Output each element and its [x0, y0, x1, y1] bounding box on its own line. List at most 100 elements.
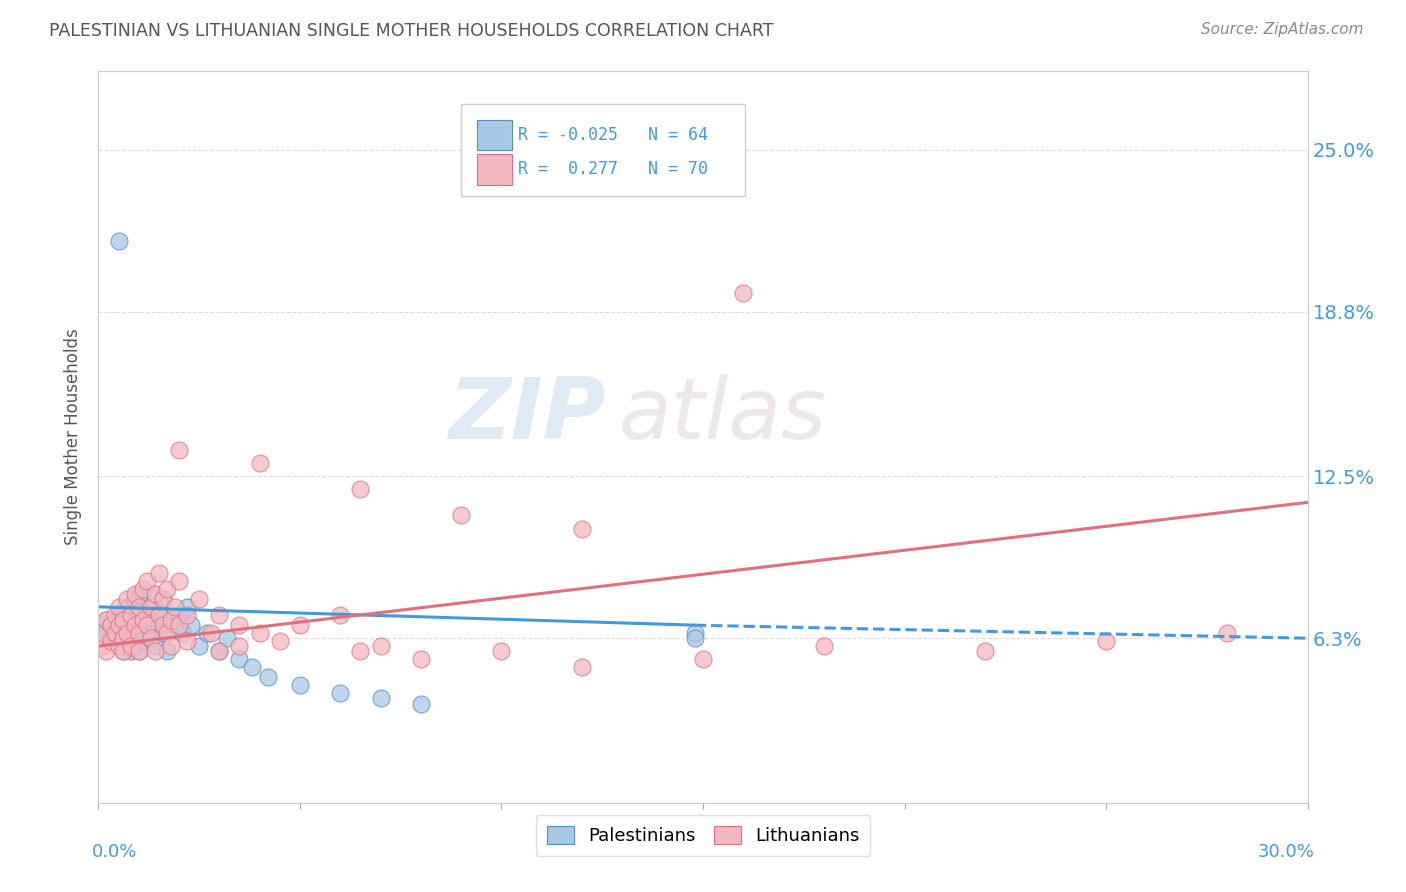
Point	[135, 607, 157, 622]
Point	[91, 639, 114, 653]
Y-axis label: Single Mother Households: Single Mother Households	[65, 329, 83, 545]
Point	[143, 639, 166, 653]
Point	[571, 521, 593, 535]
Point	[188, 592, 211, 607]
Point	[163, 599, 186, 614]
Point	[111, 632, 134, 646]
Point	[217, 632, 239, 646]
Point	[450, 508, 472, 523]
Legend: Palestinians, Lithuanians: Palestinians, Lithuanians	[536, 815, 870, 856]
Point	[692, 652, 714, 666]
Point	[683, 626, 706, 640]
Point	[124, 639, 146, 653]
Point	[370, 691, 392, 706]
Point	[111, 618, 134, 632]
Point	[160, 639, 183, 653]
Point	[107, 234, 129, 248]
Point	[139, 599, 162, 614]
Point	[128, 605, 150, 619]
Point	[139, 599, 162, 614]
Point	[128, 618, 150, 632]
Point	[249, 626, 271, 640]
Point	[115, 613, 138, 627]
Point	[240, 660, 263, 674]
Point	[139, 632, 162, 646]
Point	[228, 618, 250, 632]
Point	[103, 607, 125, 622]
Point	[135, 618, 157, 632]
Point	[100, 632, 122, 646]
Point	[111, 632, 134, 646]
Point	[269, 633, 291, 648]
Point	[208, 644, 231, 658]
Point	[96, 613, 118, 627]
Point	[974, 644, 997, 658]
Point	[249, 456, 271, 470]
Point	[349, 644, 371, 658]
Point	[152, 592, 174, 607]
Point	[683, 632, 706, 646]
Text: ZIP: ZIP	[449, 374, 606, 457]
Point	[148, 566, 170, 580]
Point	[100, 633, 122, 648]
Point	[733, 286, 755, 301]
Point	[111, 605, 134, 619]
Point	[370, 639, 392, 653]
Point	[160, 613, 183, 627]
Point	[132, 613, 155, 627]
Point	[124, 587, 146, 601]
Point	[91, 626, 114, 640]
Point	[120, 632, 142, 646]
FancyBboxPatch shape	[461, 104, 745, 195]
Point	[111, 644, 134, 658]
Point	[120, 644, 142, 658]
Point	[111, 613, 134, 627]
Point	[115, 592, 138, 607]
Point	[128, 626, 150, 640]
Text: R =  0.277   N = 70: R = 0.277 N = 70	[517, 161, 709, 178]
Point	[163, 618, 186, 632]
Point	[143, 587, 166, 601]
Point	[143, 644, 166, 658]
Point	[103, 621, 125, 635]
Point	[115, 639, 138, 653]
Point	[120, 607, 142, 622]
Point	[152, 618, 174, 632]
Point	[813, 639, 835, 653]
Point	[128, 644, 150, 658]
Point	[409, 652, 432, 666]
Text: Source: ZipAtlas.com: Source: ZipAtlas.com	[1201, 22, 1364, 37]
Point	[1095, 633, 1118, 648]
Text: PALESTINIAN VS LITHUANIAN SINGLE MOTHER HOUSEHOLDS CORRELATION CHART: PALESTINIAN VS LITHUANIAN SINGLE MOTHER …	[49, 22, 773, 40]
Point	[132, 582, 155, 596]
Point	[120, 618, 142, 632]
Point	[128, 644, 150, 658]
FancyBboxPatch shape	[477, 154, 512, 185]
Point	[103, 633, 125, 648]
Point	[329, 686, 352, 700]
Point	[167, 618, 190, 632]
Point	[107, 639, 129, 653]
Point	[329, 607, 352, 622]
Point	[107, 639, 129, 653]
Point	[228, 639, 250, 653]
Text: 30.0%: 30.0%	[1258, 843, 1315, 861]
Point	[100, 618, 122, 632]
Point	[115, 599, 138, 614]
Point	[120, 639, 142, 653]
Point	[256, 670, 278, 684]
Point	[571, 660, 593, 674]
Point	[115, 626, 138, 640]
Point	[180, 618, 202, 632]
Point	[195, 626, 218, 640]
Point	[111, 644, 134, 658]
Point	[156, 582, 179, 596]
Point	[100, 618, 122, 632]
Point	[91, 618, 114, 632]
Point	[120, 607, 142, 622]
FancyBboxPatch shape	[477, 120, 512, 151]
Point	[176, 633, 198, 648]
Point	[115, 626, 138, 640]
Point	[103, 626, 125, 640]
Point	[96, 613, 118, 627]
